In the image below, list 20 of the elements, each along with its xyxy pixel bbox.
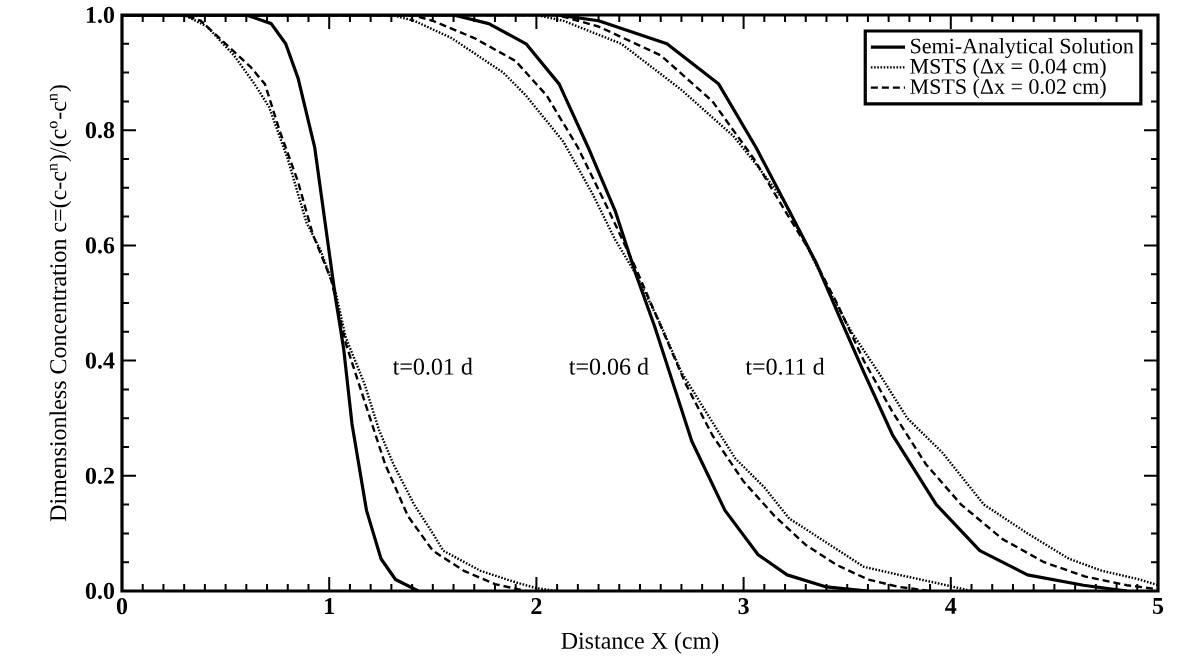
x-tick-label: 0 (116, 598, 128, 615)
legend-label: MSTS (Δx = 0.04 cm) (910, 58, 1106, 79)
legend-label: MSTS (Δx = 0.02 cm) (910, 78, 1106, 99)
x-tick-label: 1 (325, 598, 334, 614)
y-tick-label: 0.6 (85, 237, 115, 254)
x-tick-label: 3 (738, 598, 749, 615)
y-axis-title: Dimensionless Concentration c=(c-c$^{n}$)/(c$^{o}$-c$^{n}$) (49, 85, 72, 522)
y-tick-label: 0.0 (85, 582, 115, 600)
x-tick-label: 2 (531, 598, 542, 614)
y-tick-label: 0.2 (85, 467, 114, 484)
x-axis-title: Distance X (cm) (561, 631, 719, 654)
y-tick-label: 1.0 (86, 6, 115, 24)
x-tick-label: 4 (945, 598, 957, 614)
y-tick-label: 0.8 (85, 122, 115, 139)
y-tick-label: 0.4 (85, 352, 115, 369)
legend-label: Semi-Analytical Solution (911, 38, 1134, 58)
x-tick-label: 5 (1152, 598, 1164, 614)
annotation: t=0.06 d (569, 357, 649, 375)
annotation: t=0.01 d (392, 357, 473, 375)
annotation: t=0.11 d (745, 357, 825, 375)
